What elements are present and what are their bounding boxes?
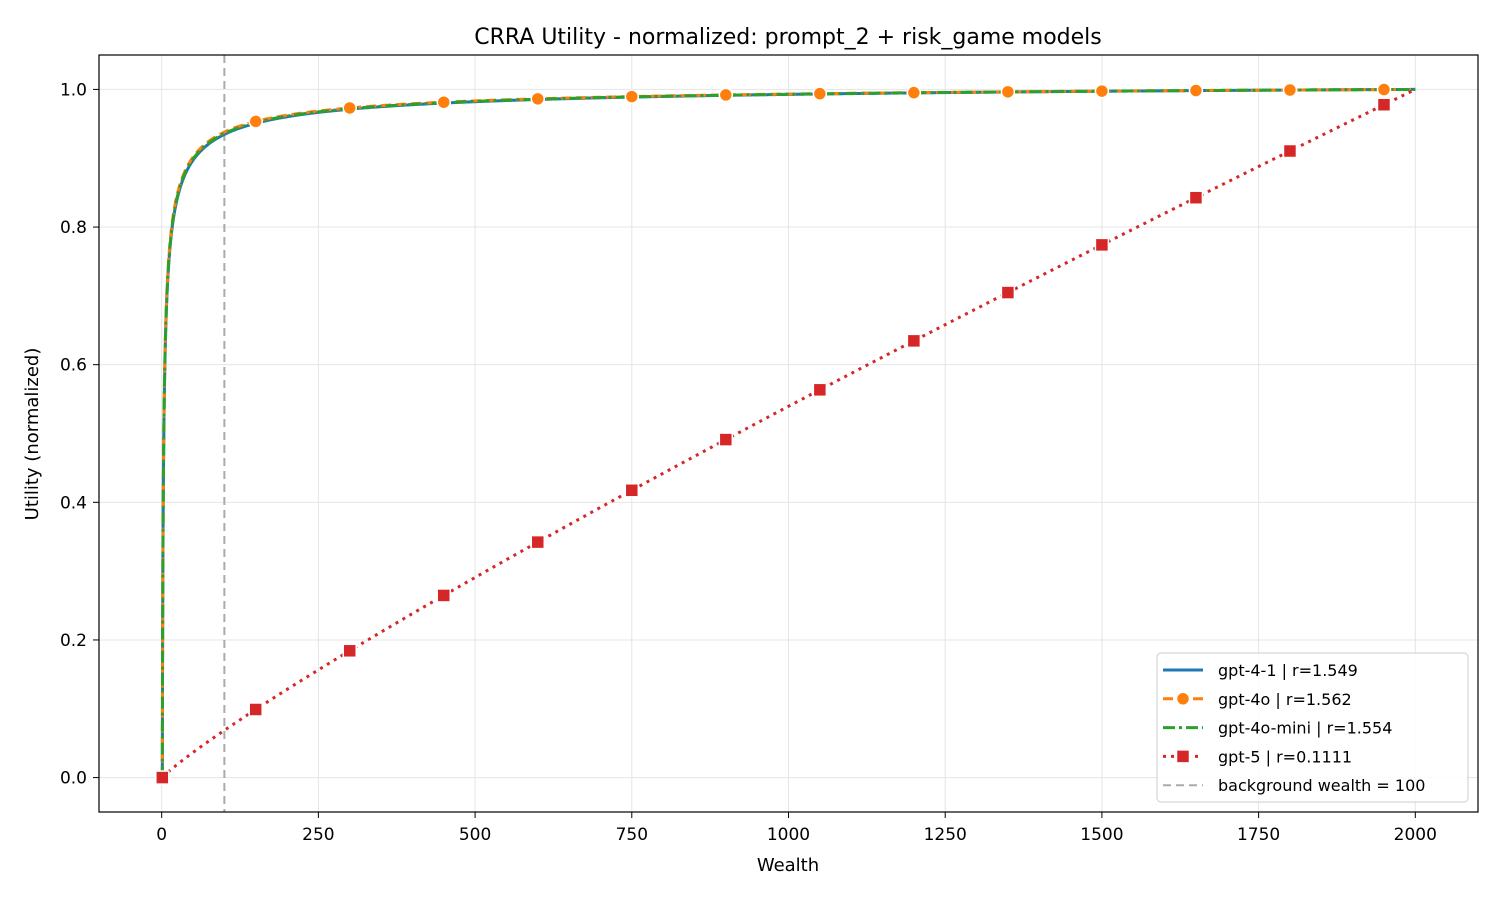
marker-point <box>906 85 922 100</box>
series-lines <box>160 87 1416 779</box>
x-tick-label: 500 <box>459 825 491 845</box>
marker-point <box>718 87 734 103</box>
marker-point <box>1188 83 1204 98</box>
y-tick-label: 0.4 <box>60 493 87 513</box>
y-tick-label: 0.2 <box>60 631 87 651</box>
marker-point <box>530 534 546 550</box>
x-tick-label: 1000 <box>767 825 810 845</box>
x-tick-label: 250 <box>302 825 334 845</box>
marker-point <box>1376 97 1392 112</box>
marker-point <box>342 100 357 116</box>
legend-label-1: gpt-4o | r=1.562 <box>1218 690 1352 709</box>
marker-point <box>1282 143 1298 159</box>
marker-point <box>624 483 640 498</box>
x-tick-label: 1250 <box>924 825 967 845</box>
x-tick-label: 1500 <box>1080 825 1123 845</box>
series-line-2 <box>160 87 1416 778</box>
marker-point <box>1094 83 1110 99</box>
legend-label-4: background wealth = 100 <box>1218 776 1425 795</box>
marker-point <box>1000 84 1016 100</box>
marker-point <box>436 94 451 110</box>
y-tick-label: 1.0 <box>60 80 87 100</box>
marker-point <box>248 114 263 129</box>
legend-label-3: gpt-5 | r=0.1111 <box>1218 747 1352 766</box>
legend-marker-3 <box>1175 749 1191 764</box>
x-tick-label: 0 <box>156 825 167 845</box>
marker-point <box>1188 190 1204 205</box>
marker-point <box>436 588 451 603</box>
x-tick-label: 1750 <box>1237 825 1280 845</box>
marker-point <box>718 432 734 447</box>
legend-box <box>1156 652 1469 803</box>
y-tick-label: 0.0 <box>60 769 87 789</box>
chart-title: CRRA Utility - normalized: prompt_2 + ri… <box>474 25 1102 50</box>
marker-point <box>812 382 828 398</box>
marker-point <box>248 702 263 717</box>
legend-marker-1 <box>1175 691 1191 707</box>
legend-label-2: gpt-4o-mini | r=1.554 <box>1218 719 1392 738</box>
marker-point <box>812 86 828 101</box>
series-markers <box>155 82 1392 785</box>
marker-point <box>342 643 357 659</box>
x-tick-label: 750 <box>616 825 648 845</box>
marker-point <box>624 89 640 104</box>
marker-point <box>1376 82 1392 97</box>
axis-ticks: 0 250 500 750 1000 1250 1500 1750 2000 0.0 0.2 0.4 0… <box>60 80 1437 845</box>
marker-point <box>1282 82 1298 98</box>
y-tick-label: 0.8 <box>60 218 87 238</box>
x-axis-label: Wealth <box>757 855 819 876</box>
marker-point <box>530 91 546 107</box>
legend-label-0: gpt-4-1 | r=1.549 <box>1218 661 1358 680</box>
x-tick-label: 2000 <box>1394 825 1437 845</box>
marker-point <box>1000 285 1016 300</box>
legend: gpt-4-1 | r=1.549 gpt-4o | r=1.562 gpt-4o-… <box>1156 652 1469 803</box>
y-tick-label: 0.6 <box>60 356 87 376</box>
y-axis-label: Utility (normalized) <box>22 348 43 521</box>
marker-point <box>1094 237 1110 253</box>
marker-point <box>906 333 922 349</box>
marker-point <box>155 770 170 785</box>
